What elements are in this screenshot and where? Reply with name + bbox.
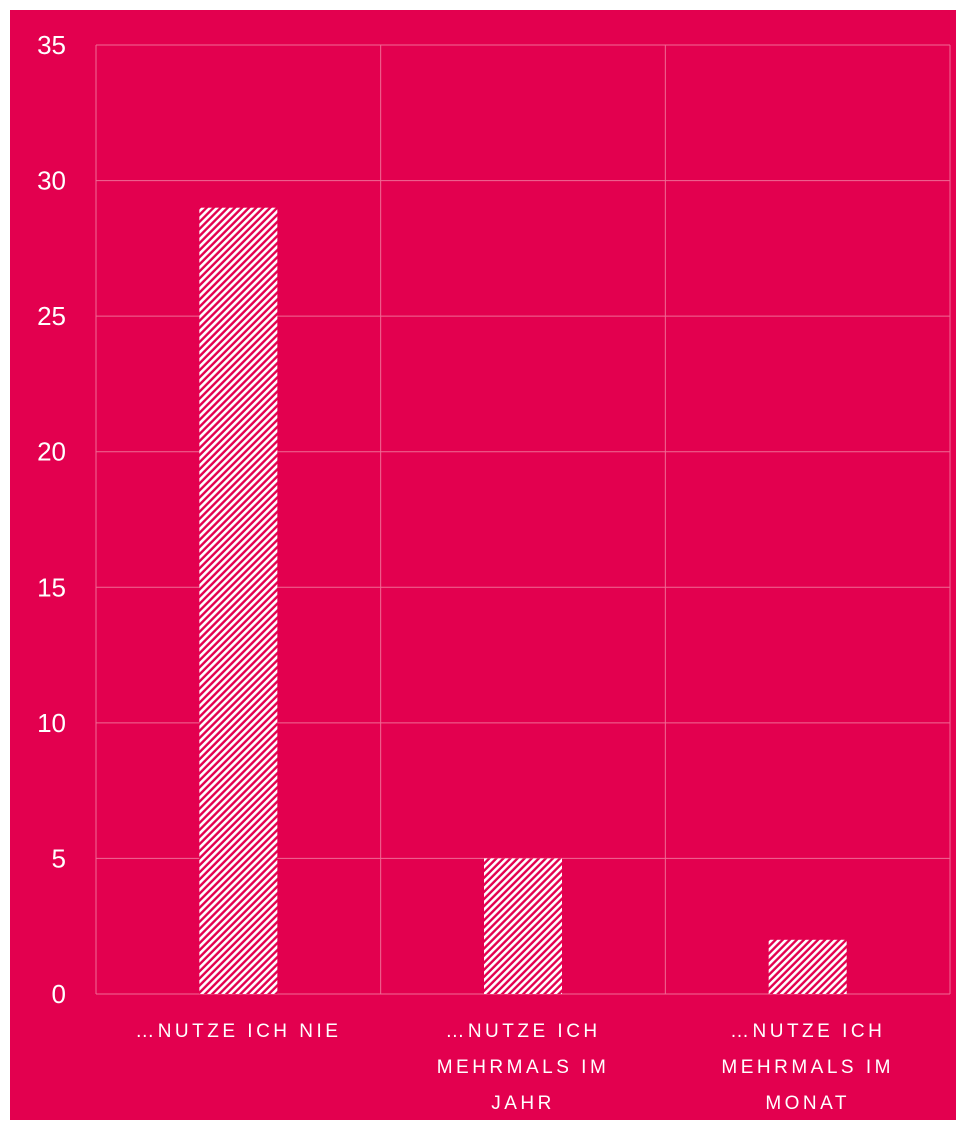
y-tick-label: 30 [37,166,66,196]
x-tick-label: MONAT [765,1093,850,1114]
y-tick-label: 35 [37,30,66,60]
x-tick-label: JAHR [491,1093,555,1114]
y-tick-label: 20 [37,437,66,467]
x-axis-ticks: …NUTZE ICH NIE …NUTZE ICH MEHRMALS IM JAHR …… [135,1021,894,1114]
chart-panel: 0 5 10 15 20 25 30 35 …NUTZE ICH NIE …NUTZE ICH M… [10,10,956,1120]
bar-chart: 0 5 10 15 20 25 30 35 …NUTZE ICH NIE …NUTZE ICH M… [10,10,956,1120]
x-tick-label: …NUTZE ICH NIE [135,1021,341,1042]
y-tick-label: 0 [52,979,66,1009]
y-axis-ticks: 0 5 10 15 20 25 30 35 [37,30,66,1009]
x-tick-label: …NUTZE ICH [730,1021,885,1042]
y-tick-label: 10 [37,708,66,738]
bar [484,858,562,994]
chart-background [10,10,956,1120]
bar [199,207,278,994]
x-tick-label: …NUTZE ICH [445,1021,600,1042]
bar [768,939,847,994]
x-tick-label: MEHRMALS IM [437,1057,610,1078]
y-tick-label: 5 [52,843,66,873]
x-tick-label: MEHRMALS IM [721,1057,894,1078]
y-tick-label: 25 [37,301,66,331]
y-tick-label: 15 [37,572,66,602]
bars [199,207,847,994]
